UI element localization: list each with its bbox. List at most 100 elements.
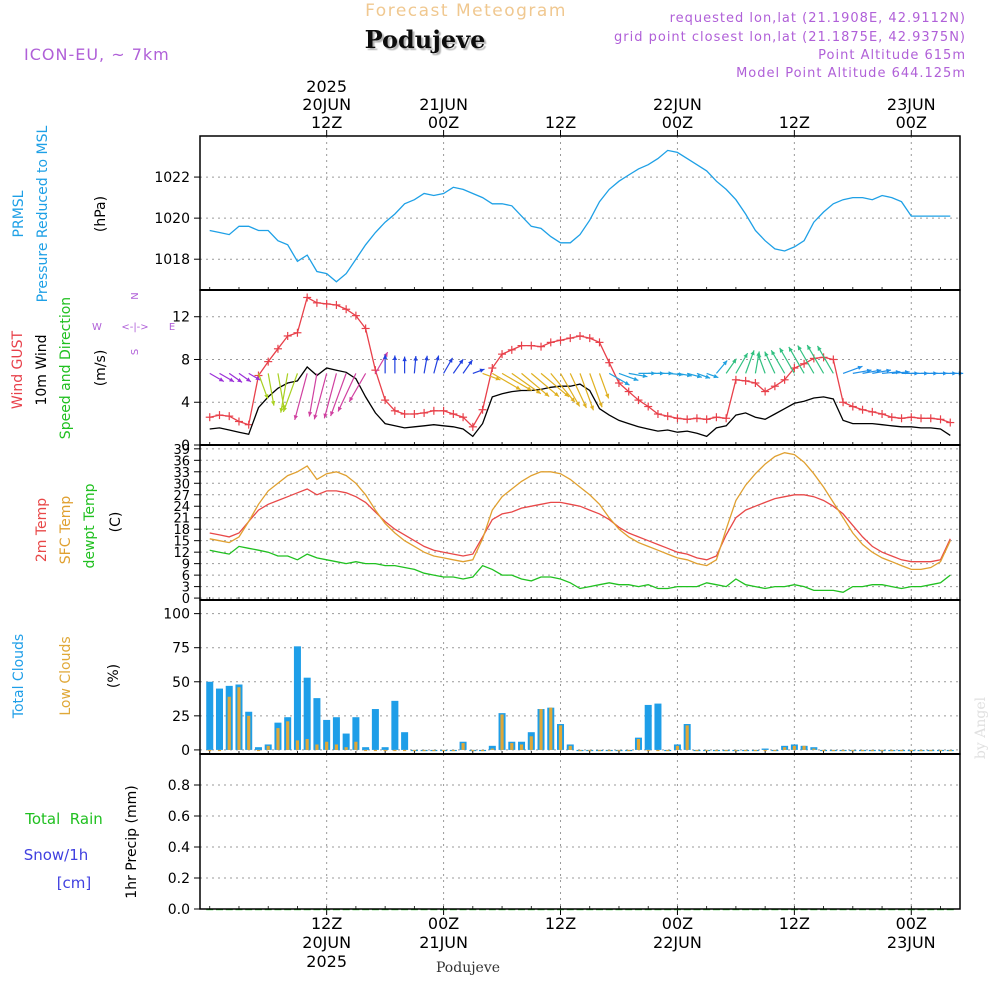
wind-arrow-head	[330, 411, 335, 417]
wind-arrow-shaft	[257, 373, 269, 400]
low-cloud-bar	[938, 749, 943, 752]
gust-marker	[917, 414, 926, 423]
wind-arrow-shaft	[313, 373, 328, 420]
low-cloud-bar	[432, 749, 436, 752]
series-2m-temp	[209, 488, 951, 563]
wind-arrow-head	[564, 392, 570, 397]
temp-sfc-label: SFC Temp	[58, 496, 74, 565]
wind-arrow-shaft	[511, 372, 542, 395]
low-cloud-bar	[627, 749, 631, 752]
gust-marker	[478, 405, 487, 414]
wind-arrow-head	[764, 351, 769, 357]
wind-arrow	[482, 372, 501, 381]
wind-arrow-shaft	[788, 346, 805, 374]
wind-arrow-head	[696, 374, 702, 379]
gust-marker	[878, 410, 887, 418]
top-time-label: 00Z	[896, 113, 927, 132]
low-cloud-bar	[948, 749, 952, 752]
wind-arrow-head	[468, 360, 473, 366]
low-cloud-bar	[734, 749, 738, 752]
low-cloud-bar	[695, 749, 699, 752]
y-tick-label: 1020	[154, 211, 190, 227]
panel-pressure: 1018 1020 1022	[154, 135, 961, 291]
low-cloud-bar	[451, 749, 455, 752]
wind-arrow	[745, 350, 755, 374]
gust-marker	[614, 379, 623, 387]
wind-10m-label: 10m Wind	[34, 334, 50, 405]
wind-arrow-shaft	[492, 372, 521, 391]
y-tick-label: 0	[181, 438, 190, 454]
wind-arrow-shaft	[308, 373, 318, 417]
wind-arrow-head	[817, 345, 822, 351]
wind-arrow	[579, 373, 595, 411]
low-cloud-bar	[831, 749, 835, 752]
wind-arrow-head	[307, 411, 313, 417]
wind-arrow-head	[424, 355, 429, 361]
top-time-label: 22JUN	[653, 95, 702, 114]
low-cloud-bar	[802, 745, 806, 750]
low-cloud-bar	[208, 749, 212, 752]
y-tick-label: 0.8	[168, 778, 190, 794]
low-cloud-bar	[792, 745, 796, 750]
wind-arrow-head	[589, 405, 594, 411]
low-cloud-bar	[480, 749, 485, 752]
gust-marker	[351, 311, 360, 320]
temp-unit: (C)	[108, 512, 124, 533]
wind-arrow	[687, 372, 702, 379]
requested-coords: requested lon,lat (21.1908E, 42.9112N)	[670, 11, 966, 26]
wind-arrow	[443, 357, 454, 374]
low-cloud-bar	[607, 749, 611, 752]
panel-precipitation: 0.0 0.2 0.4 0.6 0.8	[168, 753, 961, 918]
total-cloud-bar	[352, 717, 360, 750]
low-cloud-bar	[841, 749, 845, 752]
low-cloud-bar	[860, 749, 865, 752]
wind-arrow-head	[598, 402, 603, 408]
y-tick-label: 50	[172, 675, 190, 691]
low-cloud-bar	[773, 749, 777, 752]
y-tick-label: 18	[173, 523, 190, 538]
total-cloud-bar	[644, 704, 652, 750]
wind-arrow	[598, 373, 610, 399]
gust-marker	[692, 414, 701, 423]
total-cloud-bar	[761, 748, 769, 750]
wind-arrow	[279, 373, 289, 413]
low-cloud-bar	[783, 747, 787, 750]
gust-marker	[595, 338, 604, 347]
top-time-label: 12Z	[545, 113, 576, 132]
gust-marker	[390, 406, 399, 415]
low-cloud-bar	[909, 749, 913, 752]
wind-arrow-head	[788, 346, 793, 352]
wind-arrow	[248, 372, 261, 381]
low-cloud-bar	[490, 748, 494, 750]
total-cloud-bar	[254, 747, 262, 750]
wind-arrow	[842, 365, 863, 374]
wind-arrow	[521, 372, 550, 398]
gust-marker	[283, 331, 292, 340]
low-cloud-bar	[724, 749, 728, 752]
wind-arrow	[618, 372, 639, 382]
wind-arrow	[550, 372, 576, 403]
wind-arrow	[238, 372, 252, 383]
low-cloud-bar	[295, 740, 300, 750]
wind-arrow	[511, 372, 542, 395]
wind-arrow	[501, 372, 533, 392]
low-cloud-bar	[334, 744, 338, 750]
low-cloud-bar	[549, 707, 553, 750]
gust-marker	[410, 410, 419, 418]
y-tick-label: 24	[173, 500, 190, 515]
gust-marker	[761, 387, 770, 396]
gust-marker	[332, 300, 341, 309]
wind-arrow-head	[515, 385, 521, 390]
snow-unit: [cm]	[57, 874, 92, 892]
y-tick-label: 27	[173, 489, 190, 504]
bottom-time-label: 12Z	[779, 914, 810, 933]
wind-arrow-head	[605, 393, 610, 399]
gust-marker	[312, 298, 321, 307]
panel-wind: 0 4 8 12	[172, 289, 964, 454]
top-time-label: 20JUN	[302, 95, 351, 114]
wind-arrow-shaft	[323, 373, 337, 419]
wind-arrow	[559, 373, 581, 407]
cloud-low-label: Low Clouds	[58, 636, 74, 715]
total-cloud-bar	[342, 733, 350, 750]
